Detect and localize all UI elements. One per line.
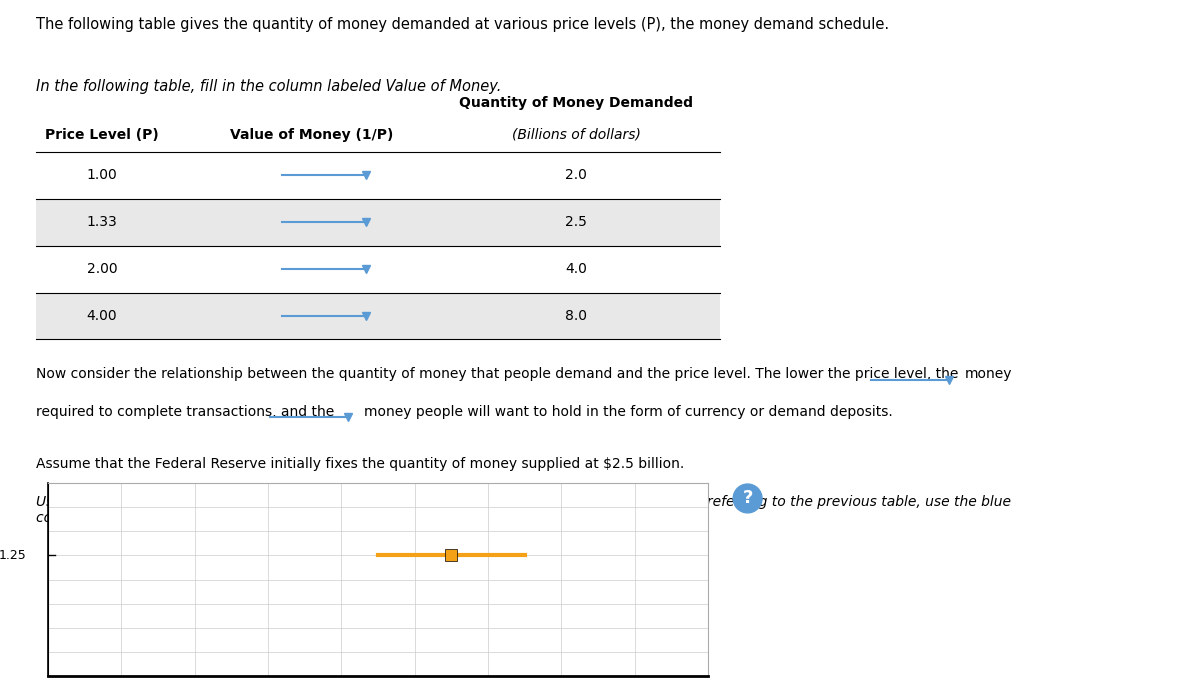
Text: 1.00: 1.00: [86, 168, 118, 182]
Text: money: money: [965, 367, 1013, 381]
Text: ?: ?: [743, 489, 752, 507]
Text: money people will want to hold in the form of currency or demand deposits.: money people will want to hold in the fo…: [364, 405, 893, 419]
Text: 4.00: 4.00: [86, 309, 118, 323]
Text: 2.0: 2.0: [565, 168, 587, 182]
Text: 4.0: 4.0: [565, 262, 587, 276]
Text: 8.0: 8.0: [565, 309, 587, 323]
Text: 1.33: 1.33: [86, 215, 118, 229]
Text: required to complete transactions, and the: required to complete transactions, and t…: [36, 405, 335, 419]
Text: Quantity of Money Demanded: Quantity of Money Demanded: [458, 97, 694, 110]
Text: The following table gives the quantity of money demanded at various price levels: The following table gives the quantity o…: [36, 17, 889, 32]
Text: 2.00: 2.00: [86, 262, 118, 276]
Text: Price Level (P): Price Level (P): [46, 128, 158, 141]
Text: Use the orange line (square symbol) to plot the initial money supply (MS₁) set b: Use the orange line (square symbol) to p…: [36, 495, 1010, 525]
Text: Value of Money (1/P): Value of Money (1/P): [230, 128, 394, 141]
FancyBboxPatch shape: [36, 199, 720, 246]
Text: 2.5: 2.5: [565, 215, 587, 229]
FancyBboxPatch shape: [36, 293, 720, 339]
Text: Now consider the relationship between the quantity of money that people demand a: Now consider the relationship between th…: [36, 367, 959, 381]
Text: In the following table, fill in the column labeled Value of Money.: In the following table, fill in the colu…: [36, 79, 502, 95]
Text: Assume that the Federal Reserve initially fixes the quantity of money supplied a: Assume that the Federal Reserve initiall…: [36, 457, 684, 471]
Text: (Billions of dollars): (Billions of dollars): [511, 128, 641, 141]
Text: 1.25: 1.25: [0, 549, 26, 562]
